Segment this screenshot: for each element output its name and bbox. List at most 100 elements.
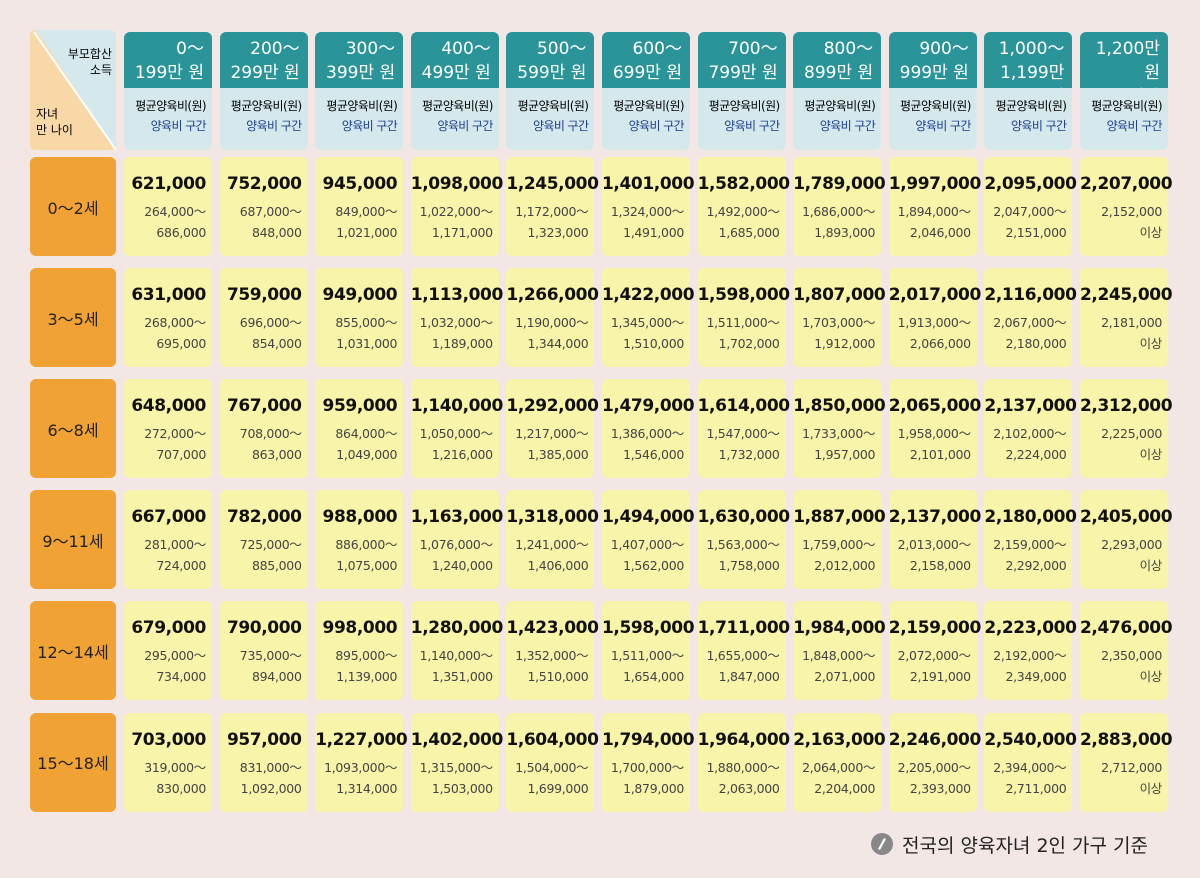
range-line: 2,159,000～ — [993, 537, 1067, 553]
cost-range: 1,241,000～ 1,406,000 — [506, 534, 588, 576]
table-cell: 1,163,000 1,076,000～ 1,240,000 — [410, 490, 504, 590]
table-cell: 1,582,000 1,492,000～ 1,685,000 — [697, 157, 790, 256]
average-cost: 1,423,000 — [506, 618, 599, 639]
range-line: 830,000 — [156, 780, 206, 796]
range-label: 양육비 구간 — [437, 119, 493, 133]
table-cell: 1,280,000 1,140,000～ 1,351,000 — [410, 601, 504, 701]
average-cost: 621,000 — [131, 174, 206, 194]
column-header-line: 200～ — [250, 39, 300, 59]
average-cost: 1,984,000 — [793, 618, 886, 639]
range-line: 1,654,000 — [623, 669, 684, 685]
range-line: 2,293,000 — [1101, 537, 1162, 553]
cost-range: 855,000～ 1,031,000 — [315, 312, 397, 354]
cost-range: 1,848,000～ 2,071,000 — [793, 645, 875, 687]
table-cell: 2,017,000 1,913,000～ 2,066,000 — [888, 268, 982, 368]
average-cost: 1,245,000 — [506, 174, 599, 194]
average-cost: 2,095,000 — [984, 174, 1077, 194]
average-cost: 2,312,000 — [1080, 396, 1173, 417]
range-line: 1,031,000 — [336, 336, 398, 352]
average-cost: 1,850,000 — [793, 396, 886, 417]
range-line: 2,181,000 — [1101, 315, 1162, 331]
average-cost: 1,280,000 — [410, 618, 504, 639]
range-line: 695,000 — [156, 336, 206, 352]
icon-pencil — [878, 838, 886, 850]
average-cost: 1,113,000 — [410, 285, 504, 306]
range-line: 2,394,000～ — [993, 759, 1067, 775]
range-line: 1,913,000～ — [897, 315, 971, 331]
column-sublabels: 평균양육비(원) 양육비 구간 — [506, 88, 595, 150]
cost-range: 1,511,000～ 1,654,000 — [602, 645, 684, 687]
table-cell: 945,000 849,000～ 1,021,000 — [315, 157, 404, 256]
table-cell: 998,000 895,000～ 1,139,000 — [315, 601, 404, 701]
range-line: 2,393,000 — [909, 780, 971, 796]
range-line: 1,491,000 — [623, 225, 684, 240]
table-cell: 1,227,000 1,093,000～ 1,314,000 — [315, 712, 408, 812]
corner-cell — [30, 30, 116, 150]
range-line: 1,893,000 — [814, 225, 876, 240]
cost-range: 2,394,000～ 2,711,000 — [984, 757, 1066, 799]
cost-range: 2,047,000～ 2,151,000 — [984, 201, 1066, 243]
table-cell: 667,000 281,000～ 724,000 — [124, 490, 212, 590]
range-line: 885,000 — [252, 558, 302, 574]
cost-range: 2,225,000 이상 — [1080, 423, 1162, 465]
table-cell: 790,000 735,000～ 894,000 — [219, 601, 308, 701]
range-line: 1,686,000～ — [802, 204, 876, 219]
average-cost: 945,000 — [322, 174, 398, 194]
footer: 전국의 양육자녀 2인 가구 기준 — [870, 830, 1180, 858]
range-line: 2,151,000 — [1005, 225, 1067, 240]
table-cell: 1,402,000 1,315,000～ 1,503,000 — [410, 712, 503, 812]
row-label: 3～5세 — [30, 268, 116, 368]
range-line: 1,510,000 — [623, 336, 684, 352]
range-line: 1,732,000 — [718, 447, 780, 463]
range-line: 1,314,000 — [336, 780, 398, 796]
average-cost: 2,163,000 — [793, 729, 886, 750]
range-line: 2,225,000 — [1101, 426, 1162, 442]
average-cost: 2,017,000 — [888, 285, 982, 306]
table-cell: 679,000 295,000～ 734,000 — [124, 601, 212, 701]
row-label: 12～14세 — [30, 601, 116, 701]
table-cell: 2,246,000 2,205,000～ 2,393,000 — [888, 712, 981, 812]
column-header: 900～ 999만 원 — [888, 32, 977, 88]
range-line: 886,000～ — [335, 537, 398, 553]
range-line: 1,655,000～ — [706, 648, 780, 664]
column-sublabels: 평균양육비(원) 양육비 구간 — [888, 88, 977, 150]
average-cost: 1,163,000 — [410, 507, 504, 528]
range-line: 831,000～ — [239, 759, 302, 775]
row-label: 15～18세 — [30, 712, 116, 812]
range-label: 양육비 구간 — [1106, 119, 1163, 133]
range-line: 696,000～ — [239, 315, 302, 331]
table-cell: 759,000 696,000～ 854,000 — [219, 268, 308, 368]
range-line: 1,563,000～ — [706, 537, 780, 553]
range-line: 1,510,000 — [527, 669, 589, 685]
column-header-line: 599만 원 — [517, 63, 587, 83]
range-line: 1,172,000～ — [515, 204, 589, 219]
cost-range: 1,563,000～ 1,758,000 — [698, 534, 780, 576]
range-line: 281,000～ — [144, 537, 206, 553]
range-line: 1,699,000 — [527, 780, 589, 796]
range-line: 1,759,000～ — [802, 537, 876, 553]
range-line: 1,958,000～ — [897, 426, 971, 442]
column-header: 1,000～1,199만 원 — [984, 32, 1073, 107]
average-cost: 2,405,000 — [1080, 507, 1173, 528]
range-line: 264,000～ — [144, 204, 206, 219]
column-header-line: 500～ — [536, 39, 587, 59]
cost-range: 272,000～ 707,000 — [124, 423, 206, 465]
range-label: 양육비 구간 — [915, 119, 971, 133]
range-line: 1,685,000 — [718, 225, 780, 240]
range-line: 1,140,000～ — [419, 648, 493, 664]
table-cell: 949,000 855,000～ 1,031,000 — [315, 268, 404, 368]
range-line: 2,292,000 — [1005, 558, 1067, 574]
average-cost: 759,000 — [226, 285, 302, 306]
cost-range: 1,386,000～ 1,546,000 — [602, 423, 684, 465]
cost-range: 1,345,000～ 1,510,000 — [602, 312, 684, 354]
average-cost: 1,318,000 — [506, 507, 599, 528]
table-cell: 2,540,000 2,394,000～ 2,711,000 — [984, 712, 1077, 812]
table-cell: 1,494,000 1,407,000～ 1,562,000 — [602, 490, 695, 590]
cost-range: 2,067,000～ 2,180,000 — [984, 312, 1066, 354]
range-line: 1,190,000～ — [515, 315, 589, 331]
table-cell: 1,630,000 1,563,000～ 1,758,000 — [697, 490, 790, 590]
range-line: 2,350,000 — [1101, 648, 1162, 664]
range-line: 1,546,000 — [623, 447, 684, 463]
column-header-line: 700～ — [728, 39, 778, 59]
table-cell: 2,405,000 2,293,000 이상 — [1080, 490, 1173, 590]
